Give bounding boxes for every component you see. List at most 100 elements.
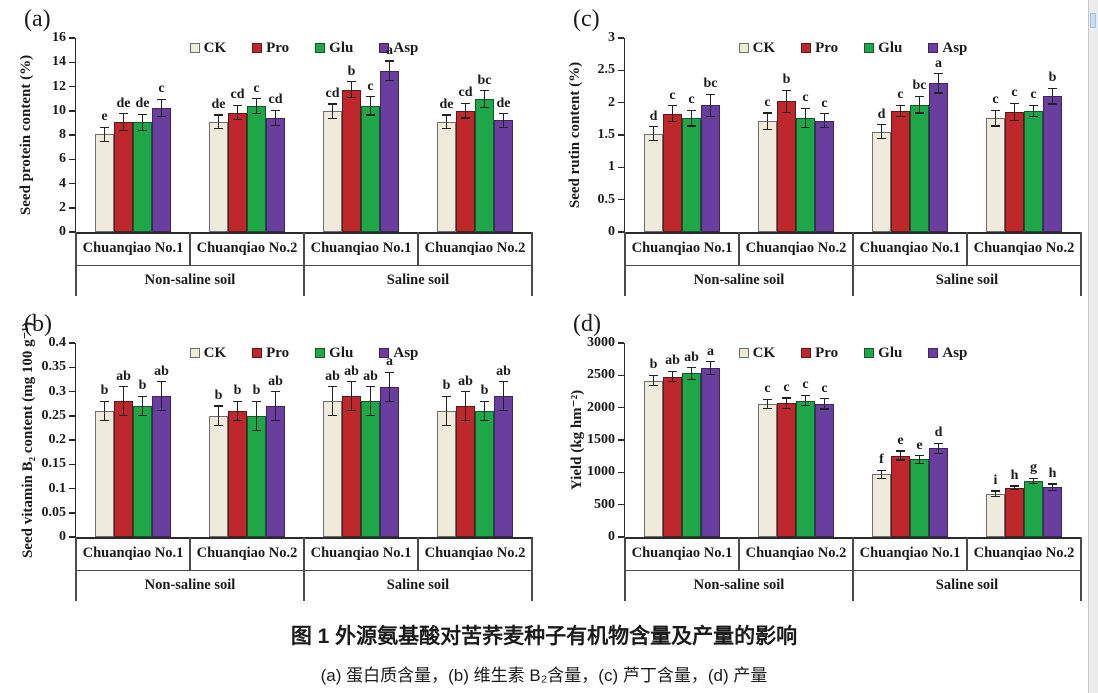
scrollbar-thumb[interactable] <box>1090 13 1096 28</box>
error-bar-cap-bottom <box>801 405 810 407</box>
legend-swatch-glu <box>864 348 875 358</box>
error-bar-cap-bottom <box>687 125 696 127</box>
error-bar-cap-top <box>442 114 451 116</box>
bar-asp-group2 <box>266 406 285 537</box>
legend-swatch-asp <box>928 43 939 53</box>
sig-letter: d <box>649 108 658 124</box>
sig-letter: ab <box>363 368 378 384</box>
y-tick-label: 1 <box>608 159 615 175</box>
y-tick-label: 0.2 <box>48 432 67 447</box>
bar-asp-group4 <box>494 396 513 537</box>
error-bar-cap-top <box>100 400 109 402</box>
error-bar-cap-bottom <box>328 415 337 417</box>
error-bar-cap-top <box>896 450 905 452</box>
error-bar-cap-top <box>385 371 394 373</box>
error-bar-stem <box>160 99 163 117</box>
sig-letter: f <box>879 452 884 468</box>
sig-letter: ab <box>325 368 340 384</box>
x-axis-line <box>623 232 1081 234</box>
category-divider-major <box>852 232 854 296</box>
error-bar-cap-bottom <box>706 374 715 376</box>
bar-ck-group3 <box>872 474 891 537</box>
error-bar-cap-top <box>461 390 470 393</box>
bar-pro-group4 <box>1005 111 1024 232</box>
error-bar-cap-top <box>347 81 356 83</box>
legend-label: Asp <box>393 344 419 361</box>
error-bar-cap-top <box>366 96 375 98</box>
bar-glu-group4 <box>1024 480 1043 537</box>
bar-asp-group1 <box>701 105 720 232</box>
error-bar-cap-top <box>1029 104 1038 106</box>
sig-letter: de <box>496 95 511 111</box>
legend-item-asp: Asp <box>379 345 418 362</box>
category-divider-minor <box>417 537 419 570</box>
y-tick-mark <box>618 406 624 409</box>
sig-letter: cd <box>268 92 283 108</box>
error-bar-cap-top <box>763 112 772 114</box>
error-bar-cap-top <box>480 90 489 92</box>
category-label: Chuanqiao No.1 <box>310 545 412 561</box>
category-label: Chuanqiao No.2 <box>424 545 526 561</box>
error-bar-cap-bottom <box>915 462 924 464</box>
error-bar-cap-bottom <box>100 420 109 422</box>
y-tick-mark <box>69 512 75 514</box>
error-bar-cap-top <box>820 398 829 400</box>
legend-label: Pro <box>815 344 839 361</box>
category-divider-major <box>852 537 854 601</box>
bar-pro-group1 <box>663 376 682 537</box>
error-bar-cap-bottom <box>1010 119 1019 121</box>
error-bar-cap-top <box>252 400 261 402</box>
bar-asp-group4 <box>1043 96 1062 232</box>
error-bar-cap-bottom <box>877 477 886 479</box>
legend-item-glu: Glu <box>315 345 353 362</box>
y-tick-mark <box>618 69 624 72</box>
legend-label: Pro <box>266 39 290 56</box>
category-label: Chuanqiao No.1 <box>631 240 733 256</box>
category-divider-major <box>303 537 305 601</box>
category-label: Chuanqiao No.2 <box>196 240 298 256</box>
sig-letter: h <box>1048 465 1057 481</box>
category-label: Chuanqiao No.2 <box>196 545 298 561</box>
bar-pro-group1 <box>114 122 133 232</box>
legend-label: Asp <box>942 39 968 56</box>
sig-letter: a <box>707 343 714 359</box>
error-bar-stem <box>880 124 883 139</box>
legend-label: Glu <box>878 344 903 361</box>
error-bar-stem <box>369 96 372 115</box>
error-bar-cap-bottom <box>271 420 280 422</box>
legend-label: Asp <box>393 39 419 56</box>
chart-panel-b: (b) Seed vitamin B₂ content (mg 100 g⁻¹) 0… <box>0 305 549 615</box>
category-divider-minor <box>417 232 419 265</box>
sig-letter: ab <box>116 368 131 384</box>
legend-label: Pro <box>266 344 290 361</box>
bar-asp-group3 <box>929 83 948 232</box>
y-tick-mark <box>69 366 75 368</box>
legend-swatch-asp <box>379 43 390 53</box>
category-divider-major <box>1080 232 1082 296</box>
y-tick-label: 6 <box>59 151 66 167</box>
bar-asp-group2 <box>815 403 834 537</box>
bar-asp-group3 <box>380 70 399 232</box>
category-label: Chuanqiao No.1 <box>859 545 961 561</box>
sig-letter: ab <box>458 373 473 389</box>
category-label: Chuanqiao No.2 <box>973 240 1075 256</box>
sig-letter: c <box>821 95 828 111</box>
error-bar-stem <box>690 367 693 380</box>
sig-letter: b <box>252 383 261 399</box>
error-bar-cap-bottom <box>499 410 508 412</box>
error-bar-cap-bottom <box>385 400 394 402</box>
bar-glu-group1 <box>133 406 152 537</box>
error-bar-cap-top <box>801 394 810 396</box>
error-bar-cap-top <box>366 386 375 388</box>
category-divider-minor <box>966 537 968 570</box>
y-tick-mark <box>69 415 75 417</box>
y-tick-label: 2500 <box>587 367 615 383</box>
y-tick-mark <box>618 231 624 233</box>
figure-caption: 图 1 外源氨基酸对苦荞麦种子有机物含量及产量的影响 (a) 蛋白质含量，(b)… <box>0 610 1088 686</box>
sig-letter: cd <box>230 87 245 103</box>
bar-pro-group1 <box>663 113 682 232</box>
sig-letter: ab <box>665 353 680 369</box>
legend-swatch-pro <box>252 43 263 53</box>
legend-swatch-glu <box>315 348 326 358</box>
error-bar-stem <box>217 114 220 129</box>
